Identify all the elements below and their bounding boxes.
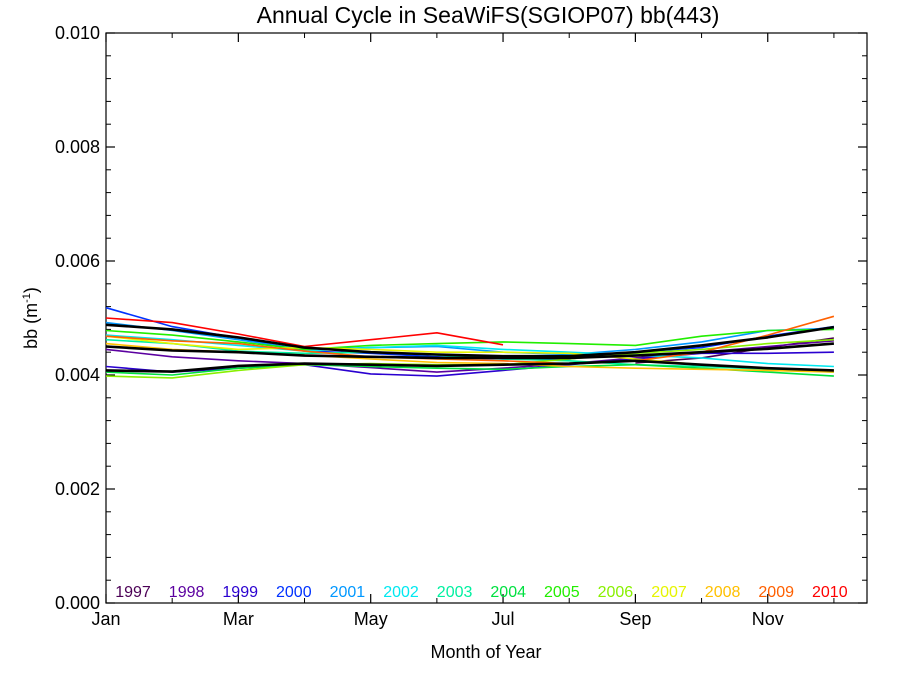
legend-item-2009: 2009 xyxy=(758,584,794,601)
series-line-2005 xyxy=(105,328,834,351)
x-tick-label: Jul xyxy=(492,609,515,629)
series-line-black-15 xyxy=(105,359,834,373)
y-tick-label: 0.000 xyxy=(55,593,100,613)
legend-item-2007: 2007 xyxy=(651,584,687,601)
legend-item-2003: 2003 xyxy=(437,584,473,601)
x-tick-label: Nov xyxy=(752,609,784,629)
legend-item-2005: 2005 xyxy=(544,584,580,601)
legend-item-2006: 2006 xyxy=(598,584,634,601)
x-axis: Jan Mar May Jul Sep Nov xyxy=(91,33,835,629)
legend-item-2004: 2004 xyxy=(490,584,526,601)
legend-item-2010: 2010 xyxy=(812,584,848,601)
legend-item-1998: 1998 xyxy=(169,584,205,601)
x-tick-label: Sep xyxy=(619,609,651,629)
y-axis-label-sup: -1 xyxy=(21,293,33,303)
x-tick-label: Jan xyxy=(91,609,120,629)
series-line-2009 xyxy=(105,315,835,365)
legend-item-2008: 2008 xyxy=(705,584,741,601)
chart-title: Annual Cycle in SeaWiFS(SGIOP07) bb(443) xyxy=(257,2,720,28)
legend-item-1999: 1999 xyxy=(222,584,258,601)
y-axis-label-main: bb (m xyxy=(21,303,41,349)
series-line-black-14 xyxy=(105,323,835,358)
series-lines xyxy=(105,306,835,379)
legend-item-2000: 2000 xyxy=(276,584,312,601)
legend-item-2001: 2001 xyxy=(330,584,366,601)
plot-frame xyxy=(105,32,868,604)
x-tick-label: May xyxy=(354,609,388,629)
legend-item-2002: 2002 xyxy=(383,584,419,601)
y-tick-label: 0.006 xyxy=(55,251,100,271)
x-tick-label: Mar xyxy=(223,609,254,629)
x-axis-label: Month of Year xyxy=(430,642,541,662)
series-line-2002 xyxy=(105,334,834,368)
y-axis-label: bb (m-1) xyxy=(21,287,41,349)
y-tick-label: 0.004 xyxy=(55,365,100,385)
series-line-black-16 xyxy=(105,342,835,360)
y-tick-label: 0.010 xyxy=(55,23,100,43)
legend-item-1997: 1997 xyxy=(115,584,151,601)
series-line-2001 xyxy=(105,321,834,356)
y-tick-label: 0.008 xyxy=(55,137,100,157)
y-axis: 0.000 0.002 0.004 0.006 0.008 0.010 xyxy=(55,23,867,613)
legend: 1997 1998 1999 2000 2001 2002 2003 2004 2005 2006… xyxy=(115,584,847,601)
y-axis-label-end: ) xyxy=(21,287,41,293)
y-tick-label: 0.002 xyxy=(55,479,100,499)
